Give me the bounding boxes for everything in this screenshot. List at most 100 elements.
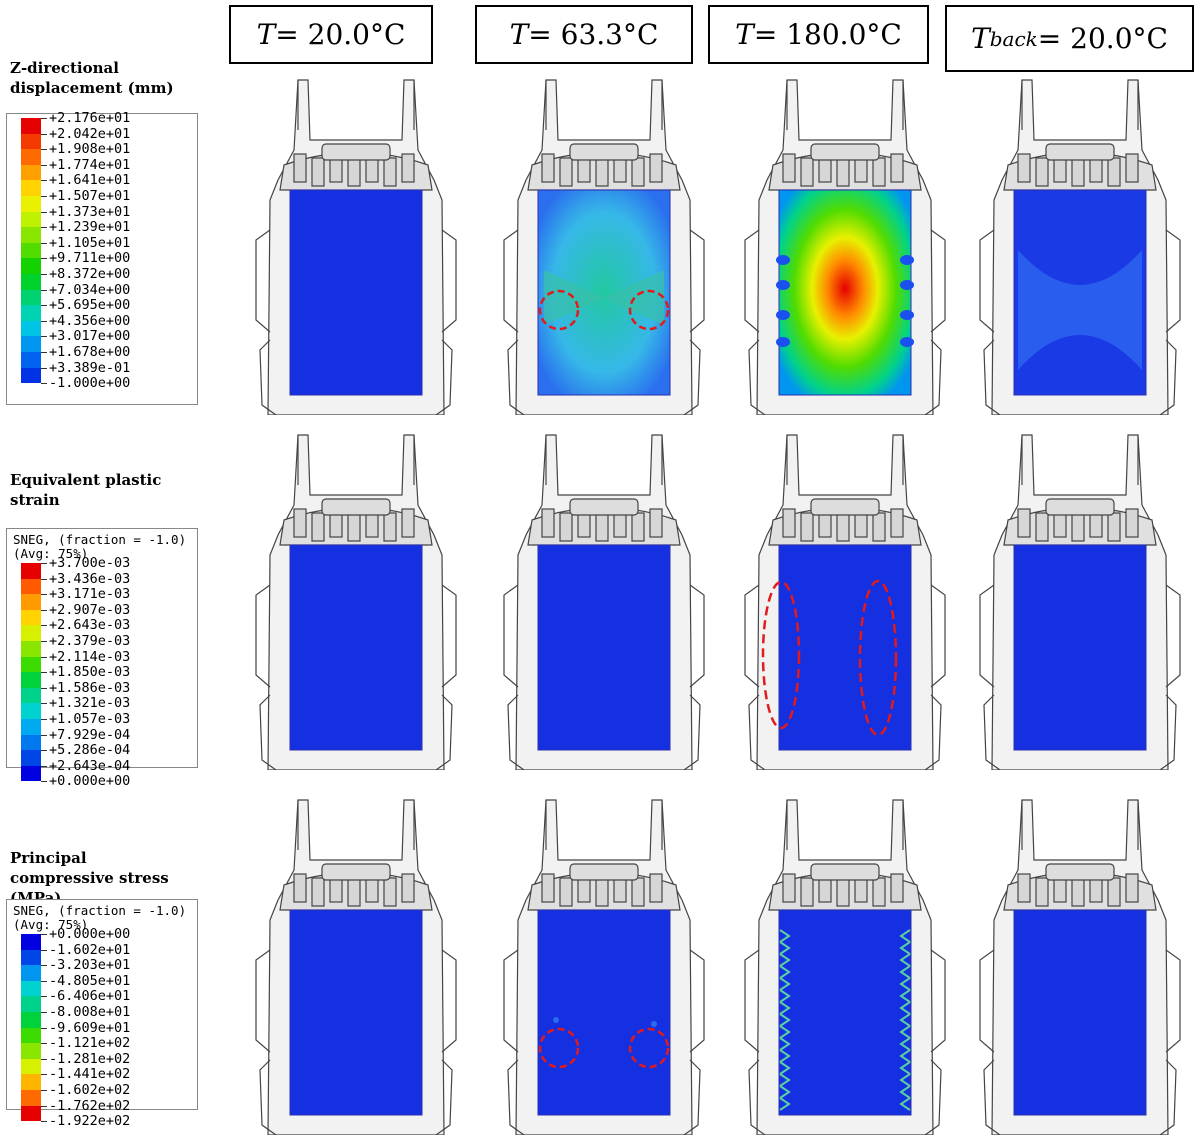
legend-tick [41, 750, 47, 752]
highlight-circle [538, 1027, 580, 1069]
roof-field [778, 189, 912, 396]
legend-swatch [21, 656, 41, 673]
legend-tick [41, 672, 47, 674]
edge-stress-mark [899, 977, 911, 991]
roof-contour-plot [255, 434, 457, 770]
legend-tick [41, 180, 47, 182]
legend-swatch [21, 133, 41, 150]
column-header-value: = 180.0°C [753, 18, 902, 51]
legend-entry: -3.203e+01 [7, 958, 197, 981]
legend-tick [41, 164, 47, 166]
legend-entry: -1.602e+02 [7, 1082, 197, 1106]
legend-entry: +3.017e+00 [7, 329, 197, 352]
legend-entry: +9.711e+00 [7, 251, 197, 274]
displacement-band [1018, 250, 1142, 370]
legend-swatch [21, 180, 41, 196]
marker-group [761, 579, 898, 737]
column-header-value: = 20.0°C [275, 18, 406, 51]
roof-contour-plot [979, 799, 1181, 1135]
legend-value: +9.711e+00 [49, 250, 131, 267]
displacement-band [544, 270, 664, 325]
legend-entry: +1.105e+01 [7, 235, 197, 259]
legend-value: -6.406e+01 [49, 988, 131, 1005]
legend-entry: -1.281e+02 [7, 1051, 197, 1075]
roof-contour-plot [979, 79, 1181, 415]
legend-swatch [21, 305, 41, 321]
edge-stress-mark [899, 953, 911, 967]
legend-entry: +5.286e-04 [7, 743, 197, 766]
legend-swatch [21, 258, 41, 274]
legend-value: +4.356e+00 [49, 312, 131, 329]
legend-entry: +2.379e-03 [7, 633, 197, 657]
legend-value: +7.929e-04 [49, 726, 131, 743]
edge-stress-mark [779, 929, 791, 943]
result-panel-r3-c1 [236, 790, 476, 1135]
edge-stress-mark [779, 1001, 791, 1015]
legend-displacement: +2.176e+01 +2.042e+01 +1.908e+01 +1.774e+01… [6, 111, 198, 405]
legend-entry: +0.000e+00 [7, 774, 197, 797]
marker-group [538, 1027, 670, 1069]
edge-dip [776, 255, 790, 265]
legend-entry: +2.176e+01 [7, 111, 197, 134]
legend-tick [41, 305, 47, 307]
legend-entry: +1.678e+00 [7, 344, 197, 368]
legend-value: +1.774e+01 [49, 156, 131, 173]
legend-swatch [21, 164, 41, 181]
legend-value: +1.641e+01 [49, 172, 131, 189]
roof-contour-plot [255, 799, 457, 1135]
legend-header: SNEG, (fraction = -1.0) (Avg: 75%) [13, 532, 187, 561]
legend-tick [41, 949, 47, 951]
legend-tick [41, 367, 47, 369]
edge-stress-mark [899, 965, 911, 979]
legend-swatch [21, 367, 41, 384]
edge-stress-mark [779, 1037, 791, 1051]
legend-entry: +2.643e-03 [7, 618, 197, 641]
legend-tick [41, 118, 47, 119]
legend-value: +0.000e+00 [49, 773, 131, 790]
legend-tick [41, 195, 47, 197]
highlight-circle [628, 289, 670, 331]
legend-swatch [21, 195, 41, 212]
legend-tick [41, 227, 47, 229]
legend-tick [41, 383, 47, 385]
legend-value: +7.034e+00 [49, 281, 131, 298]
legend-value: +1.908e+01 [49, 141, 131, 158]
legend-entry: +3.171e-03 [7, 587, 197, 610]
legend-value: -1.441e+02 [49, 1066, 131, 1083]
legend-entry: +1.507e+01 [7, 188, 197, 212]
column-header-3: T = 180.0°C [708, 5, 929, 64]
legend-tick [41, 703, 47, 705]
highlight-ellipse [858, 579, 898, 737]
legend-value: +5.695e+00 [49, 297, 131, 314]
legend-value: +2.643e-04 [49, 757, 131, 774]
legend-swatch [21, 563, 41, 579]
legend-swatch [21, 640, 41, 657]
legend-tick [41, 996, 47, 998]
legend-value: +1.057e-03 [49, 710, 131, 727]
legend-swatch [21, 1074, 41, 1090]
legend-tick [41, 1089, 47, 1091]
legend-tick [41, 320, 47, 322]
legend-entry: +7.929e-04 [7, 727, 197, 751]
legend-entry: -1.441e+02 [7, 1067, 197, 1090]
row-title-plastic-strain: Equivalent plastic strain [10, 471, 162, 509]
legend-entry: +1.586e-03 [7, 680, 197, 704]
legend-swatch [21, 1027, 41, 1044]
legend-entry: +3.436e-03 [7, 571, 197, 595]
legend-tick [41, 594, 47, 596]
legend-value: -1.000e+00 [49, 375, 131, 392]
roof-contour-plot [744, 79, 946, 415]
result-panel-r2-c3 [725, 425, 965, 770]
legend-value: +3.171e-03 [49, 586, 131, 603]
result-panel-r2-c4 [960, 425, 1200, 770]
legend-swatch [21, 1011, 41, 1028]
legend-swatch [21, 351, 41, 368]
legend-value: +3.700e-03 [49, 555, 131, 571]
legend-value: -1.602e+01 [49, 941, 131, 958]
legend-value: -9.609e+01 [49, 1019, 131, 1036]
legend-swatch [21, 609, 41, 626]
legend-plastic-strain: SNEG, (fraction = -1.0) (Avg: 75%) +3.700… [6, 528, 198, 789]
roof-field [289, 544, 423, 751]
legend-compressive-stress: SNEG, (fraction = -1.0) (Avg: 75%) +0.000… [6, 899, 198, 1129]
legend-value: +2.643e-03 [49, 617, 131, 634]
